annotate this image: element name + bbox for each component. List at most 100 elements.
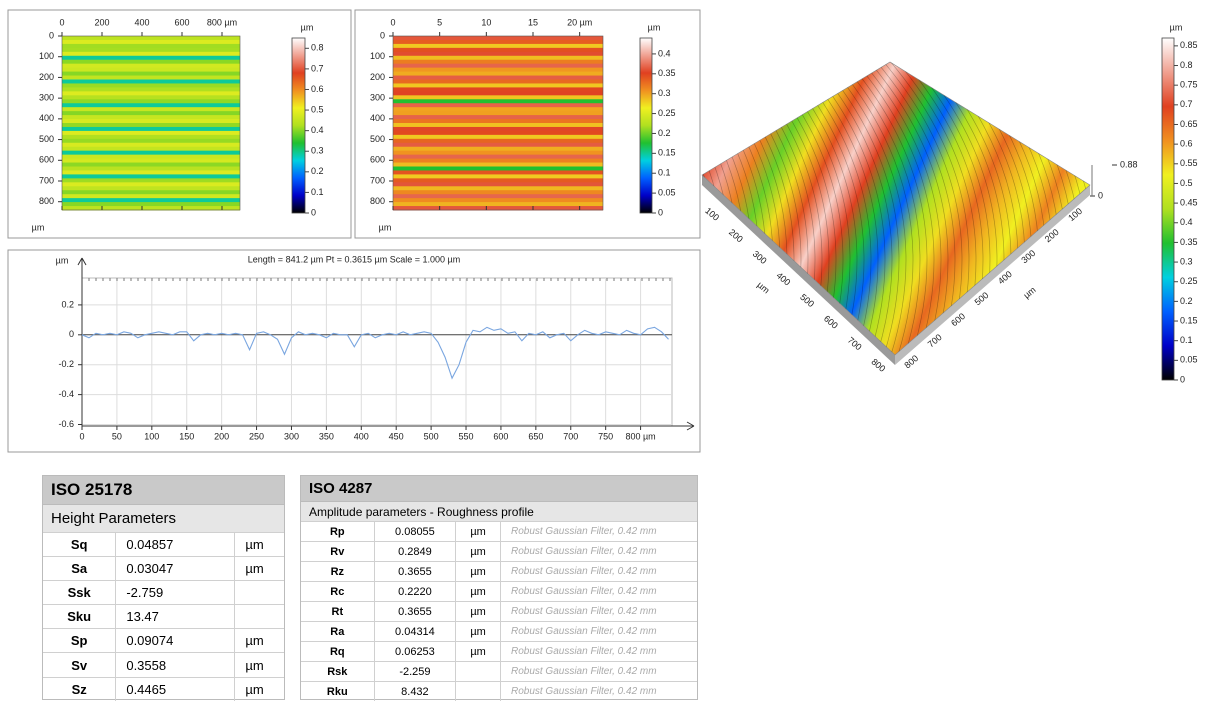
texture bbox=[393, 123, 603, 128]
texture bbox=[62, 71, 240, 77]
texture bbox=[62, 126, 240, 132]
x-axis-arrow bbox=[686, 421, 695, 431]
ridge bbox=[1092, 60, 1172, 370]
colorbar-tick-label: 0.15 bbox=[658, 148, 676, 158]
ridge bbox=[846, 62, 928, 355]
cell-value: 0.4465 bbox=[115, 677, 234, 701]
x-tick-label: 0 bbox=[390, 17, 395, 27]
table-row: Sq 0.04857 µm bbox=[43, 532, 284, 557]
colorbar-tick-label: 0.4 bbox=[1180, 217, 1193, 227]
texture bbox=[62, 190, 240, 195]
texture bbox=[393, 206, 603, 211]
panel bbox=[7, 249, 701, 453]
cell-value: 0.3558 bbox=[115, 653, 234, 677]
cell-unit: µm bbox=[455, 562, 500, 581]
colorbar-tick-label: 0.35 bbox=[1180, 237, 1198, 247]
texture bbox=[393, 107, 603, 112]
y-tick-label: 400 bbox=[370, 113, 385, 123]
texture bbox=[393, 170, 603, 175]
colorbar-tick-label: 0.1 bbox=[1180, 335, 1193, 345]
colorbar bbox=[639, 37, 653, 214]
x-tick-label: 800 µm bbox=[207, 17, 237, 27]
chart-title: Length = 841.2 µm Pt = 0.3615 µm Scale =… bbox=[248, 254, 460, 264]
texture bbox=[393, 119, 603, 124]
cell-value: 0.04314 bbox=[373, 622, 456, 641]
x-tick-label: 150 bbox=[179, 431, 194, 441]
cell-filter: Robust Gaussian Filter, 0.42 mm bbox=[499, 582, 697, 601]
texture bbox=[393, 39, 603, 45]
colorbar-tick-label: 0.8 bbox=[1180, 60, 1193, 70]
cell-name: Ssk bbox=[67, 585, 91, 601]
cell-filter: Robust Gaussian Filter, 0.42 mm bbox=[499, 522, 697, 541]
x-tick-label: 600 bbox=[493, 431, 508, 441]
texture bbox=[62, 158, 240, 164]
cell-unit bbox=[455, 662, 500, 681]
x-tick-label: 100 bbox=[144, 431, 159, 441]
texture bbox=[393, 150, 603, 156]
cell-unit: µm bbox=[455, 522, 500, 541]
cell-name: Rq bbox=[329, 645, 345, 658]
colorbar-tick-label: 0.3 bbox=[1180, 256, 1193, 266]
texture bbox=[62, 63, 240, 69]
cell-unit bbox=[455, 682, 500, 701]
cell-filter: Robust Gaussian Filter, 0.42 mm bbox=[499, 622, 697, 641]
x-tick-label: 200 bbox=[94, 17, 109, 27]
colorbar-tick-label: 0 bbox=[1180, 374, 1185, 384]
texture bbox=[62, 170, 240, 175]
surface-side bbox=[895, 185, 1090, 365]
table-row: Ssk -2.759 bbox=[43, 580, 284, 605]
colorbar-title: µm bbox=[301, 22, 314, 32]
texture bbox=[62, 115, 240, 120]
cell-filter: Robust Gaussian Filter, 0.42 mm bbox=[499, 662, 697, 681]
ridge bbox=[1084, 62, 1090, 355]
texture bbox=[62, 123, 240, 128]
cell-unit: µm bbox=[455, 622, 500, 641]
colorbar-tick-label: 0.05 bbox=[658, 187, 676, 197]
y-tick-label: 0 bbox=[49, 30, 54, 40]
table-subtitle: Height Parameters bbox=[43, 504, 284, 532]
x-tick-label: 600 bbox=[822, 313, 840, 330]
ridge bbox=[811, 62, 893, 355]
texture bbox=[62, 83, 240, 88]
cell-unit: µm bbox=[455, 642, 500, 661]
x-tick-label: 700 bbox=[563, 431, 578, 441]
cell-value: 0.3655 bbox=[373, 602, 456, 621]
table-row: Rc 0.2220 µm Robust Gaussian Filter, 0.42 m… bbox=[301, 581, 697, 601]
ridge bbox=[1077, 62, 1090, 355]
cell-filter: Robust Gaussian Filter, 0.42 mm bbox=[499, 562, 697, 581]
cell-filter: Robust Gaussian Filter, 0.42 mm bbox=[499, 642, 697, 661]
y-axis-label: µm bbox=[56, 255, 69, 265]
cell-value: 0.03047 bbox=[115, 557, 234, 581]
y-tick-label: 300 bbox=[370, 93, 385, 103]
x-tick-label: 600 bbox=[174, 17, 189, 27]
cell-value: 8.432 bbox=[373, 682, 456, 701]
x-tick-label: 50 bbox=[112, 431, 122, 441]
y-axis-label: µm bbox=[1022, 285, 1038, 301]
cell-name: Sv bbox=[71, 657, 88, 673]
x-tick-label: 500 bbox=[424, 431, 439, 441]
x-tick-label: 200 bbox=[727, 227, 745, 244]
cell-name: Sa bbox=[71, 561, 88, 577]
ridge bbox=[839, 62, 921, 355]
cell-value: 0.3655 bbox=[373, 562, 456, 581]
texture bbox=[62, 134, 240, 140]
y-tick-label: 800 bbox=[370, 196, 385, 206]
texture bbox=[393, 186, 603, 191]
texture bbox=[393, 63, 603, 69]
ridge bbox=[853, 62, 935, 355]
table-row: Sv 0.3558 µm bbox=[43, 652, 284, 677]
table-row: Rp 0.08055 µm Robust Gaussian Filter, 0.42 … bbox=[301, 521, 697, 541]
texture bbox=[62, 43, 240, 49]
colorbar-tick-label: 0.4 bbox=[311, 125, 324, 135]
colorbar-tick-label: 0.75 bbox=[1180, 80, 1198, 90]
y-tick-label: 600 bbox=[370, 155, 385, 165]
cell-value: -2.759 bbox=[115, 581, 234, 605]
texture bbox=[62, 39, 240, 45]
cell-name: Rz bbox=[330, 565, 345, 578]
texture bbox=[62, 206, 240, 211]
table-row: Rv 0.2849 µm Robust Gaussian Filter, 0.42 m… bbox=[301, 541, 697, 561]
y-tick-label: 400 bbox=[39, 113, 54, 123]
cell-name: Rv bbox=[330, 545, 345, 558]
y-tick-label: -0.2 bbox=[58, 359, 74, 369]
